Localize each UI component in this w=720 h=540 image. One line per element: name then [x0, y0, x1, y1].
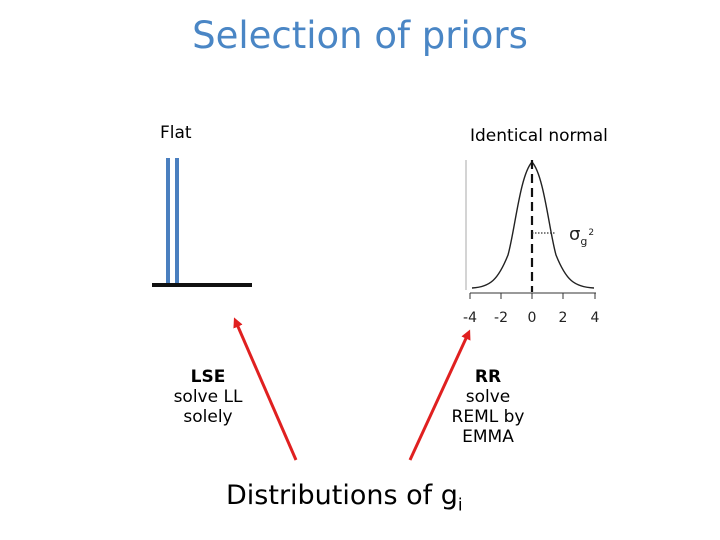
lse-method-block: LSE solve LL solely — [158, 367, 258, 427]
tick-label: -4 — [463, 310, 477, 326]
lse-line-1: solve LL — [173, 387, 243, 407]
normal-prior-plot: σg2 -4 -2 0 2 4 — [463, 160, 600, 326]
distributions-caption: Distributions of gi — [226, 480, 463, 515]
slide-title: Selection of priors — [192, 14, 528, 57]
tick-label: 0 — [528, 310, 537, 326]
caption-subscript: i — [457, 495, 463, 516]
tick-label: 2 — [559, 310, 568, 326]
rr-line-1: solve — [465, 387, 511, 407]
rr-method-block: RR solve REML by EMMA — [438, 367, 538, 447]
caption-text: Distributions of g — [226, 480, 458, 511]
normal-prior-label: Identical normal — [470, 126, 608, 146]
lse-title: LSE — [190, 367, 226, 387]
arrow-to-normal — [408, 329, 471, 461]
rr-title: RR — [474, 367, 502, 387]
flat-prior-graphic — [152, 158, 252, 287]
flat-prior-label: Flat — [160, 123, 192, 143]
arrow-to-flat — [233, 317, 298, 461]
variance-label: σg2 — [569, 224, 594, 248]
rr-line-2: REML by — [451, 407, 525, 427]
tick-label: 4 — [591, 310, 600, 326]
lse-line-2: solely — [183, 407, 233, 427]
rr-line-3: EMMA — [462, 427, 514, 447]
tick-label: -2 — [494, 310, 508, 326]
